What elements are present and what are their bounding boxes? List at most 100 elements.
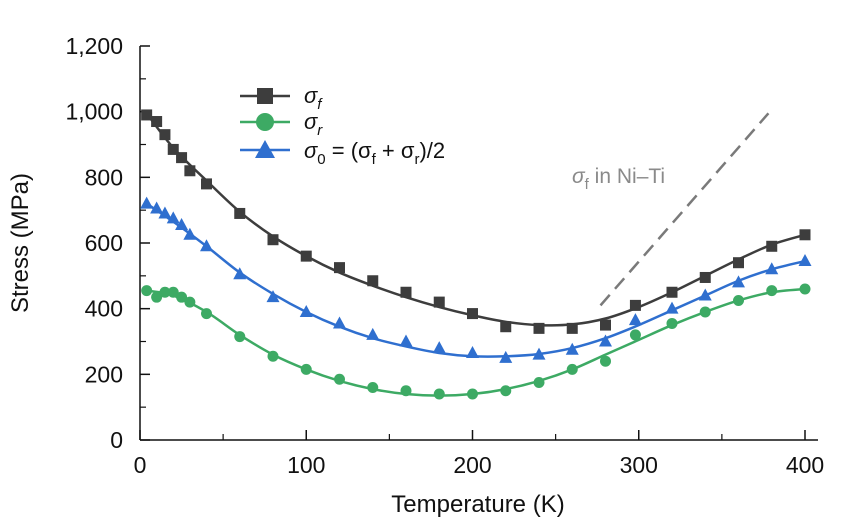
data-point-circle: [367, 381, 379, 393]
legend-entry-sigma-r: σr: [304, 109, 323, 139]
data-point-circle: [733, 294, 744, 306]
y-tick-label: 200: [85, 361, 123, 387]
legend-symbol-r: σ: [304, 109, 318, 134]
data-point-circle: [334, 373, 345, 385]
data-point-triangle: [299, 304, 313, 317]
series-layer: [140, 109, 812, 400]
data-point-circle: [234, 331, 246, 343]
legend-marker-circle: [256, 113, 274, 131]
legend-eq-part1: = (σ: [326, 138, 372, 163]
x-axis-label: Temperature (K): [391, 491, 564, 518]
legend-marker-triangle: [255, 140, 275, 158]
legend-entry-sigma-0: σ0 = (σf + σr)/2: [304, 138, 445, 168]
data-point-square: [629, 299, 641, 311]
data-point-circle: [159, 286, 171, 298]
data-point-circle: [151, 291, 163, 303]
data-point-triangle: [175, 217, 189, 230]
series-triangle: [140, 196, 812, 363]
data-point-triangle: [499, 350, 513, 363]
data-point-square: [159, 129, 171, 141]
data-point-square: [799, 229, 811, 241]
data-point-triangle: [140, 196, 154, 209]
data-point-circle: [629, 329, 641, 341]
data-point-circle: [600, 355, 611, 367]
annotation-tail: in Ni–Ti: [589, 165, 665, 188]
data-point-square: [267, 234, 279, 246]
legend-sub-0: 0: [317, 151, 325, 168]
data-point-triangle: [200, 239, 213, 252]
x-tick-label: 0: [134, 452, 147, 478]
data-point-triangle: [628, 313, 642, 326]
data-point-circle: [184, 296, 196, 308]
data-point-triangle: [266, 290, 280, 303]
data-point-triangle: [765, 262, 779, 275]
data-point-square: [500, 321, 512, 333]
x-tick-label: 100: [287, 452, 325, 478]
data-point-square: [176, 152, 188, 164]
data-point-circle: [766, 285, 778, 297]
data-point-square: [433, 296, 445, 308]
data-point-triangle: [150, 201, 164, 214]
x-ticks: 0 100 200 300 400: [134, 430, 824, 478]
y-tick-label: 1,200: [65, 33, 123, 59]
y-ticks: 0 200 400 600 800 1,000 1,200: [65, 33, 150, 453]
data-point-square: [400, 286, 412, 298]
data-point-square: [300, 250, 312, 262]
data-point-triangle: [466, 345, 479, 358]
data-point-circle: [699, 306, 711, 318]
legend-eq-sub-f: f: [372, 151, 377, 168]
data-point-square: [533, 322, 545, 334]
data-point-circle: [533, 377, 545, 389]
data-point-triangle: [366, 327, 380, 340]
data-point-square: [201, 178, 212, 190]
series-square: [141, 109, 811, 334]
axes: [139, 46, 818, 441]
legend-symbol-0: σ: [304, 138, 318, 163]
data-point-triangle: [532, 347, 546, 360]
x-tick-label: 200: [453, 452, 491, 478]
data-point-triangle: [432, 341, 446, 354]
y-tick-label: 1,000: [65, 99, 123, 125]
legend-symbol-f: σ: [304, 83, 318, 108]
data-point-circle: [500, 385, 512, 397]
data-point-triangle: [166, 211, 180, 224]
data-point-square: [733, 257, 744, 269]
data-point-square: [666, 286, 678, 298]
legend: σf σr σ0 = (σf + σr)/2: [240, 83, 445, 168]
y-tick-label: 0: [110, 427, 123, 453]
legend-eq-tail: )/2: [419, 138, 445, 163]
legend-sub-f: f: [317, 96, 323, 113]
data-point-square: [566, 322, 578, 334]
data-point-square: [151, 116, 163, 128]
data-point-triangle: [333, 316, 346, 329]
data-point-square: [334, 262, 345, 274]
data-point-square: [467, 308, 478, 320]
data-point-triangle: [399, 334, 413, 347]
data-point-triangle: [565, 342, 579, 355]
data-point-square: [184, 165, 196, 177]
data-point-square: [367, 275, 379, 287]
data-point-circle: [433, 388, 445, 400]
annotation-subscript: f: [585, 176, 590, 193]
y-tick-label: 600: [85, 230, 123, 256]
data-point-circle: [167, 286, 179, 298]
legend-marker-square: [257, 88, 273, 104]
x-tick-label: 300: [620, 452, 658, 478]
data-point-circle: [201, 308, 212, 320]
data-point-square: [600, 319, 611, 331]
data-point-square: [141, 109, 153, 121]
data-point-triangle: [698, 288, 712, 301]
data-point-square: [167, 143, 179, 155]
legend-eq-sub-r: r: [414, 151, 419, 168]
fit-curve-circle: [146, 287, 806, 397]
data-point-triangle: [158, 206, 172, 219]
data-point-circle: [400, 385, 412, 397]
data-point-circle: [141, 285, 153, 297]
legend-entry-sigma-f: σf: [304, 83, 323, 113]
y-tick-label: 800: [85, 164, 123, 190]
legend-sub-r: r: [317, 122, 323, 139]
data-point-triangle: [599, 334, 612, 347]
data-point-circle: [467, 388, 478, 400]
data-point-triangle: [732, 275, 745, 288]
data-point-circle: [799, 283, 811, 295]
